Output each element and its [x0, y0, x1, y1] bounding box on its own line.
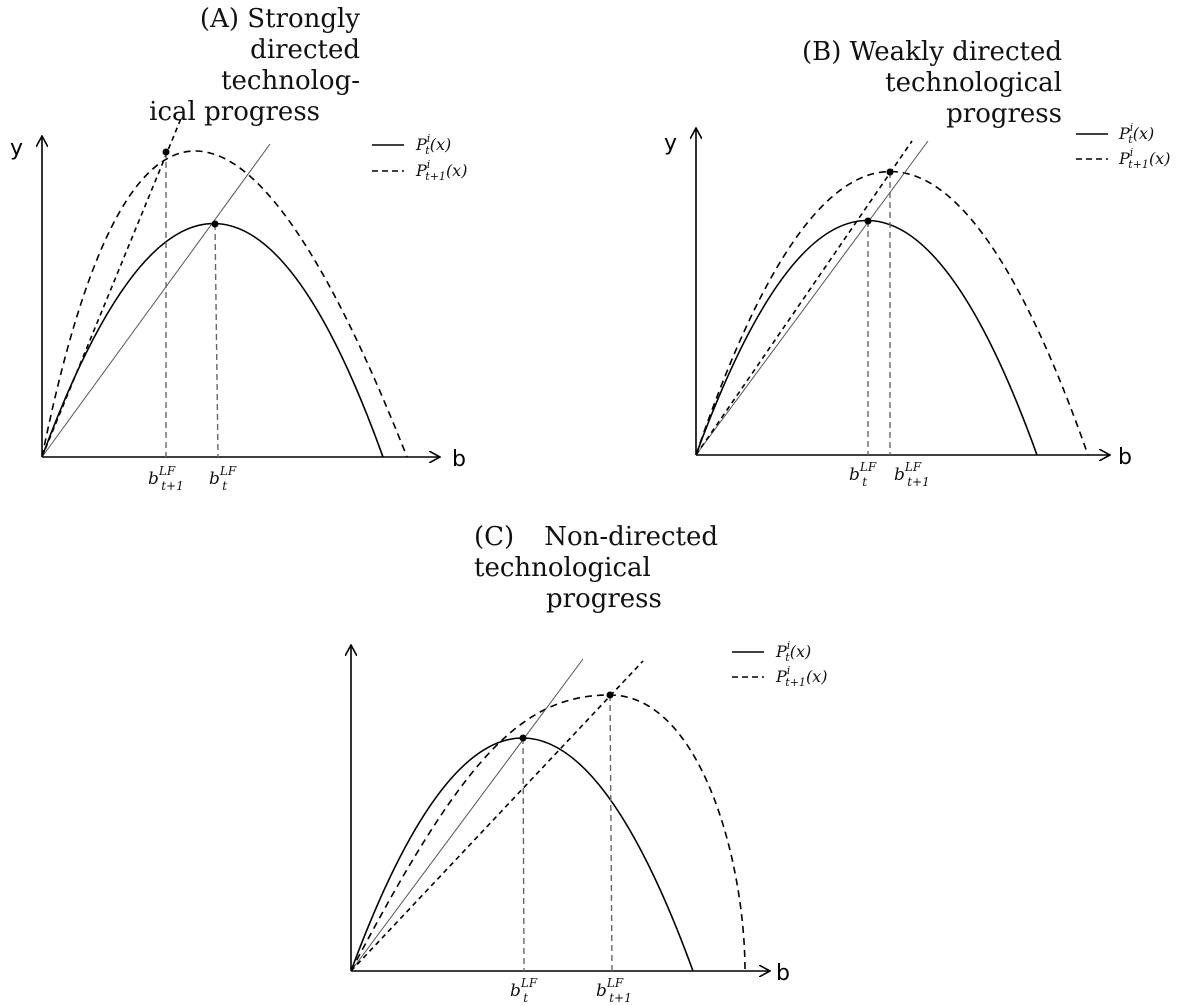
panel-b-legend-dashed-label: Pi t+1(x): [1118, 146, 1170, 171]
panel-a-ray-t1: [41, 115, 183, 458]
caption-a-line-2: directed technolog-: [221, 35, 360, 96]
panel-b-legend: Pi t(x) Pi t+1(x): [1076, 121, 1170, 171]
caption-a-line-1: (A) Strongly: [128, 4, 360, 35]
panel-b-ray-t1: [695, 140, 913, 456]
panel-c-drop-t1: [609, 694, 613, 972]
caption-c-text-1: Non-directed: [544, 522, 718, 552]
caption-b-line-1: (B) Weakly directed: [784, 37, 1062, 68]
panel-a-max-point-t: [211, 220, 219, 228]
panel-b-max-point-t: [864, 217, 872, 225]
panel-c-max-point-t1: [606, 691, 614, 699]
panel-b: y b bLF t bLF t+1 Pi t(x) Pi t+1(x): [664, 121, 1170, 489]
panel-b-legend-solid-label: Pi t(x): [1118, 121, 1154, 146]
panel-a-legend-solid-label: Pi t(x): [415, 132, 451, 157]
panel-c-max-point-t: [519, 734, 527, 742]
panel-c-tick-label-2: bLF t+1: [596, 976, 632, 1005]
panel-a-legend-dashed-label: Pi t+1(x): [415, 158, 467, 183]
panel-c: b bLF t bLF t+1 Pi t(x) Pi t+1(x): [351, 639, 827, 1005]
panel-a-curve-t1: [41, 150, 408, 458]
panel-a-curve-t: [41, 222, 384, 458]
caption-b-text-1: Weakly directed: [849, 37, 1062, 67]
panel-a-legend: Pi t(x) Pi t+1(x): [372, 132, 467, 183]
caption-c-line-1: (C) Non-directed: [474, 522, 718, 553]
panel-b-y-label: y: [664, 131, 677, 156]
caption-b-line-2: technological progress: [885, 68, 1062, 129]
caption-a-text-1: Strongly: [247, 4, 360, 34]
caption-b-label: (B): [801, 37, 842, 67]
caption-c: (C) Non-directed technological progress: [474, 522, 718, 615]
panel-b-curve-t1: [695, 170, 1089, 456]
panel-a-x-label: b: [452, 447, 466, 472]
panel-c-x-label: b: [776, 961, 790, 986]
caption-a-label: (A): [199, 4, 239, 34]
panel-a: y b bLF t+1 bLF t Pi t(x) Pi t+1(x): [10, 115, 467, 493]
panel-c-ray-t1: [350, 660, 644, 972]
caption-c-line-3: progress: [546, 584, 662, 614]
caption-a-line-3: ical progress: [149, 97, 320, 127]
panel-c-legend: Pi t(x) Pi t+1(x): [732, 639, 827, 689]
panel-b-ray-t: [695, 140, 929, 456]
panel-b-curve-t: [695, 219, 1038, 456]
panel-a-max-point-t1: [162, 148, 170, 156]
caption-a: (A) Strongly directed technolog- ical pr…: [128, 4, 360, 128]
panel-a-tick-label-2: bLF t: [209, 464, 237, 493]
panel-b-max-point-t1: [886, 168, 894, 176]
panel-a-drop-t: [214, 223, 219, 458]
caption-c-line-2: technological: [474, 553, 651, 583]
panel-b-tick-label-1: bLF t: [849, 460, 877, 489]
panel-c-curve-t1: [350, 694, 746, 972]
panel-a-ray-t: [41, 143, 271, 458]
panel-c-legend-dashed-label: Pi t+1(x): [775, 664, 827, 689]
panel-c-tick-label-1: bLF t: [510, 976, 538, 1005]
panel-a-tick-label-1: bLF t+1: [148, 464, 184, 493]
caption-b: (B) Weakly directed technological progre…: [784, 37, 1062, 130]
panel-c-legend-solid-label: Pi t(x): [775, 639, 811, 664]
panel-b-tick-label-2: bLF t+1: [894, 460, 930, 489]
panel-c-ray-t: [350, 658, 584, 972]
caption-c-label: (C): [474, 522, 515, 552]
panel-c-drop-t: [522, 737, 525, 972]
panel-a-y-label: y: [10, 136, 23, 161]
panel-b-x-label: b: [1118, 445, 1132, 470]
panel-c-curve-t: [350, 737, 694, 972]
